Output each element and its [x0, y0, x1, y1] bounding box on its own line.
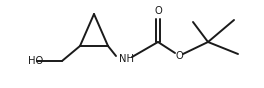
Text: NH: NH	[119, 54, 134, 64]
Text: O: O	[175, 51, 183, 61]
Text: O: O	[154, 6, 162, 16]
Text: HO: HO	[28, 56, 43, 66]
